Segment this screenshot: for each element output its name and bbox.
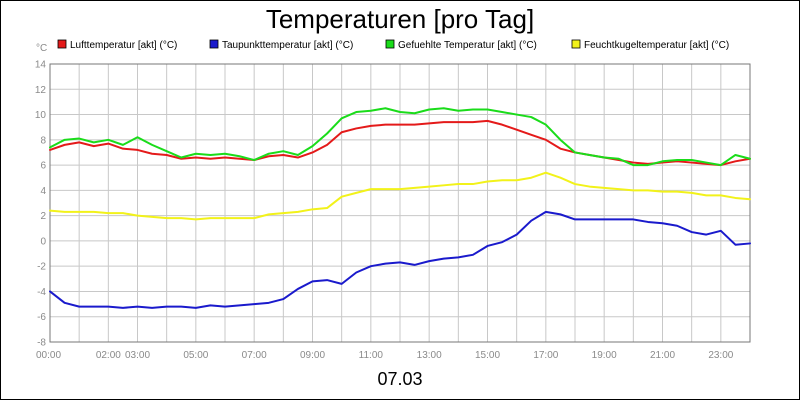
- y-tick-label: 6: [40, 161, 46, 172]
- legend-swatch-feuchtkugeltemperatur: [571, 39, 581, 49]
- series-line-taupunkttemperatur: [49, 210, 751, 309]
- chart-title: Temperaturen [pro Tag]: [266, 4, 534, 34]
- y-tick-label: 2: [40, 211, 46, 222]
- legend-item-gefuehlte-temperatur[interactable]: Gefuehlte Temperatur [akt] (°C): [385, 39, 537, 51]
- x-tick-label: 15:00: [475, 350, 500, 361]
- series-lines: [49, 107, 751, 309]
- x-tick-label: 11:00: [359, 350, 384, 361]
- y-tick-labels: 14 12 10 8 6 4 2 0 -2 -4 -6 -8: [35, 60, 47, 349]
- x-tick-label: 00:00: [36, 350, 61, 361]
- x-tick-label: 02:00: [96, 350, 121, 361]
- y-tick-label: 8: [40, 135, 46, 146]
- legend-item-feuchtkugeltemperatur[interactable]: Feuchtkugeltemperatur [akt] (°C): [571, 39, 729, 51]
- legend: Lufttemperatur [akt] (°C) Taupunkttemper…: [57, 39, 729, 51]
- y-tick-label: -4: [37, 287, 46, 298]
- y-tick-label: -6: [37, 312, 46, 323]
- date-label: 07.03: [377, 369, 422, 389]
- legend-item-taupunkttemperatur[interactable]: Taupunkttemperatur [akt] (°C): [209, 39, 353, 51]
- x-tick-label: 17:00: [533, 350, 558, 361]
- legend-label-gefuehlte-temperatur: Gefuehlte Temperatur [akt] (°C): [398, 40, 537, 51]
- x-tick-label: 19:00: [592, 350, 617, 361]
- plot-area: [49, 63, 751, 343]
- y-tick-label: 12: [35, 85, 47, 96]
- y-tick-label: -8: [37, 338, 46, 349]
- series-line-feuchtkugeltemperatur: [49, 171, 751, 221]
- grid: [49, 63, 751, 343]
- x-tick-label: 07:00: [242, 350, 267, 361]
- legend-label-lufttemperatur: Lufttemperatur [akt] (°C): [70, 40, 177, 51]
- legend-swatch-gefuehlte-temperatur: [385, 39, 395, 49]
- x-tick-label: 03:00: [125, 350, 150, 361]
- x-tick-label: 05:00: [183, 350, 208, 361]
- x-tick-labels: 00:00 02:00 03:00 05:00 07:00 09:00 11:00 13:00…: [36, 350, 734, 361]
- y-tick-label: 10: [35, 110, 47, 121]
- legend-label-feuchtkugeltemperatur: Feuchtkugeltemperatur [akt] (°C): [584, 40, 729, 51]
- legend-swatch-taupunkttemperatur: [209, 39, 219, 49]
- y-tick-label: 0: [40, 236, 46, 247]
- series-line-lufttemperatur: [49, 119, 751, 167]
- y-axis-unit: °C: [36, 43, 47, 54]
- x-tick-label: 13:00: [417, 350, 442, 361]
- legend-swatch-lufttemperatur: [57, 39, 67, 49]
- legend-label-taupunkttemperatur: Taupunkttemperatur [akt] (°C): [222, 40, 353, 51]
- series-line-gefuehlte-temperatur: [49, 107, 751, 167]
- x-tick-label: 09:00: [300, 350, 325, 361]
- y-tick-label: 14: [35, 60, 47, 71]
- y-tick-label: -2: [37, 262, 46, 273]
- legend-item-lufttemperatur[interactable]: Lufttemperatur [akt] (°C): [57, 39, 177, 51]
- x-tick-label: 23:00: [708, 350, 733, 361]
- x-tick-label: 21:00: [650, 350, 675, 361]
- y-tick-label: 4: [40, 186, 46, 197]
